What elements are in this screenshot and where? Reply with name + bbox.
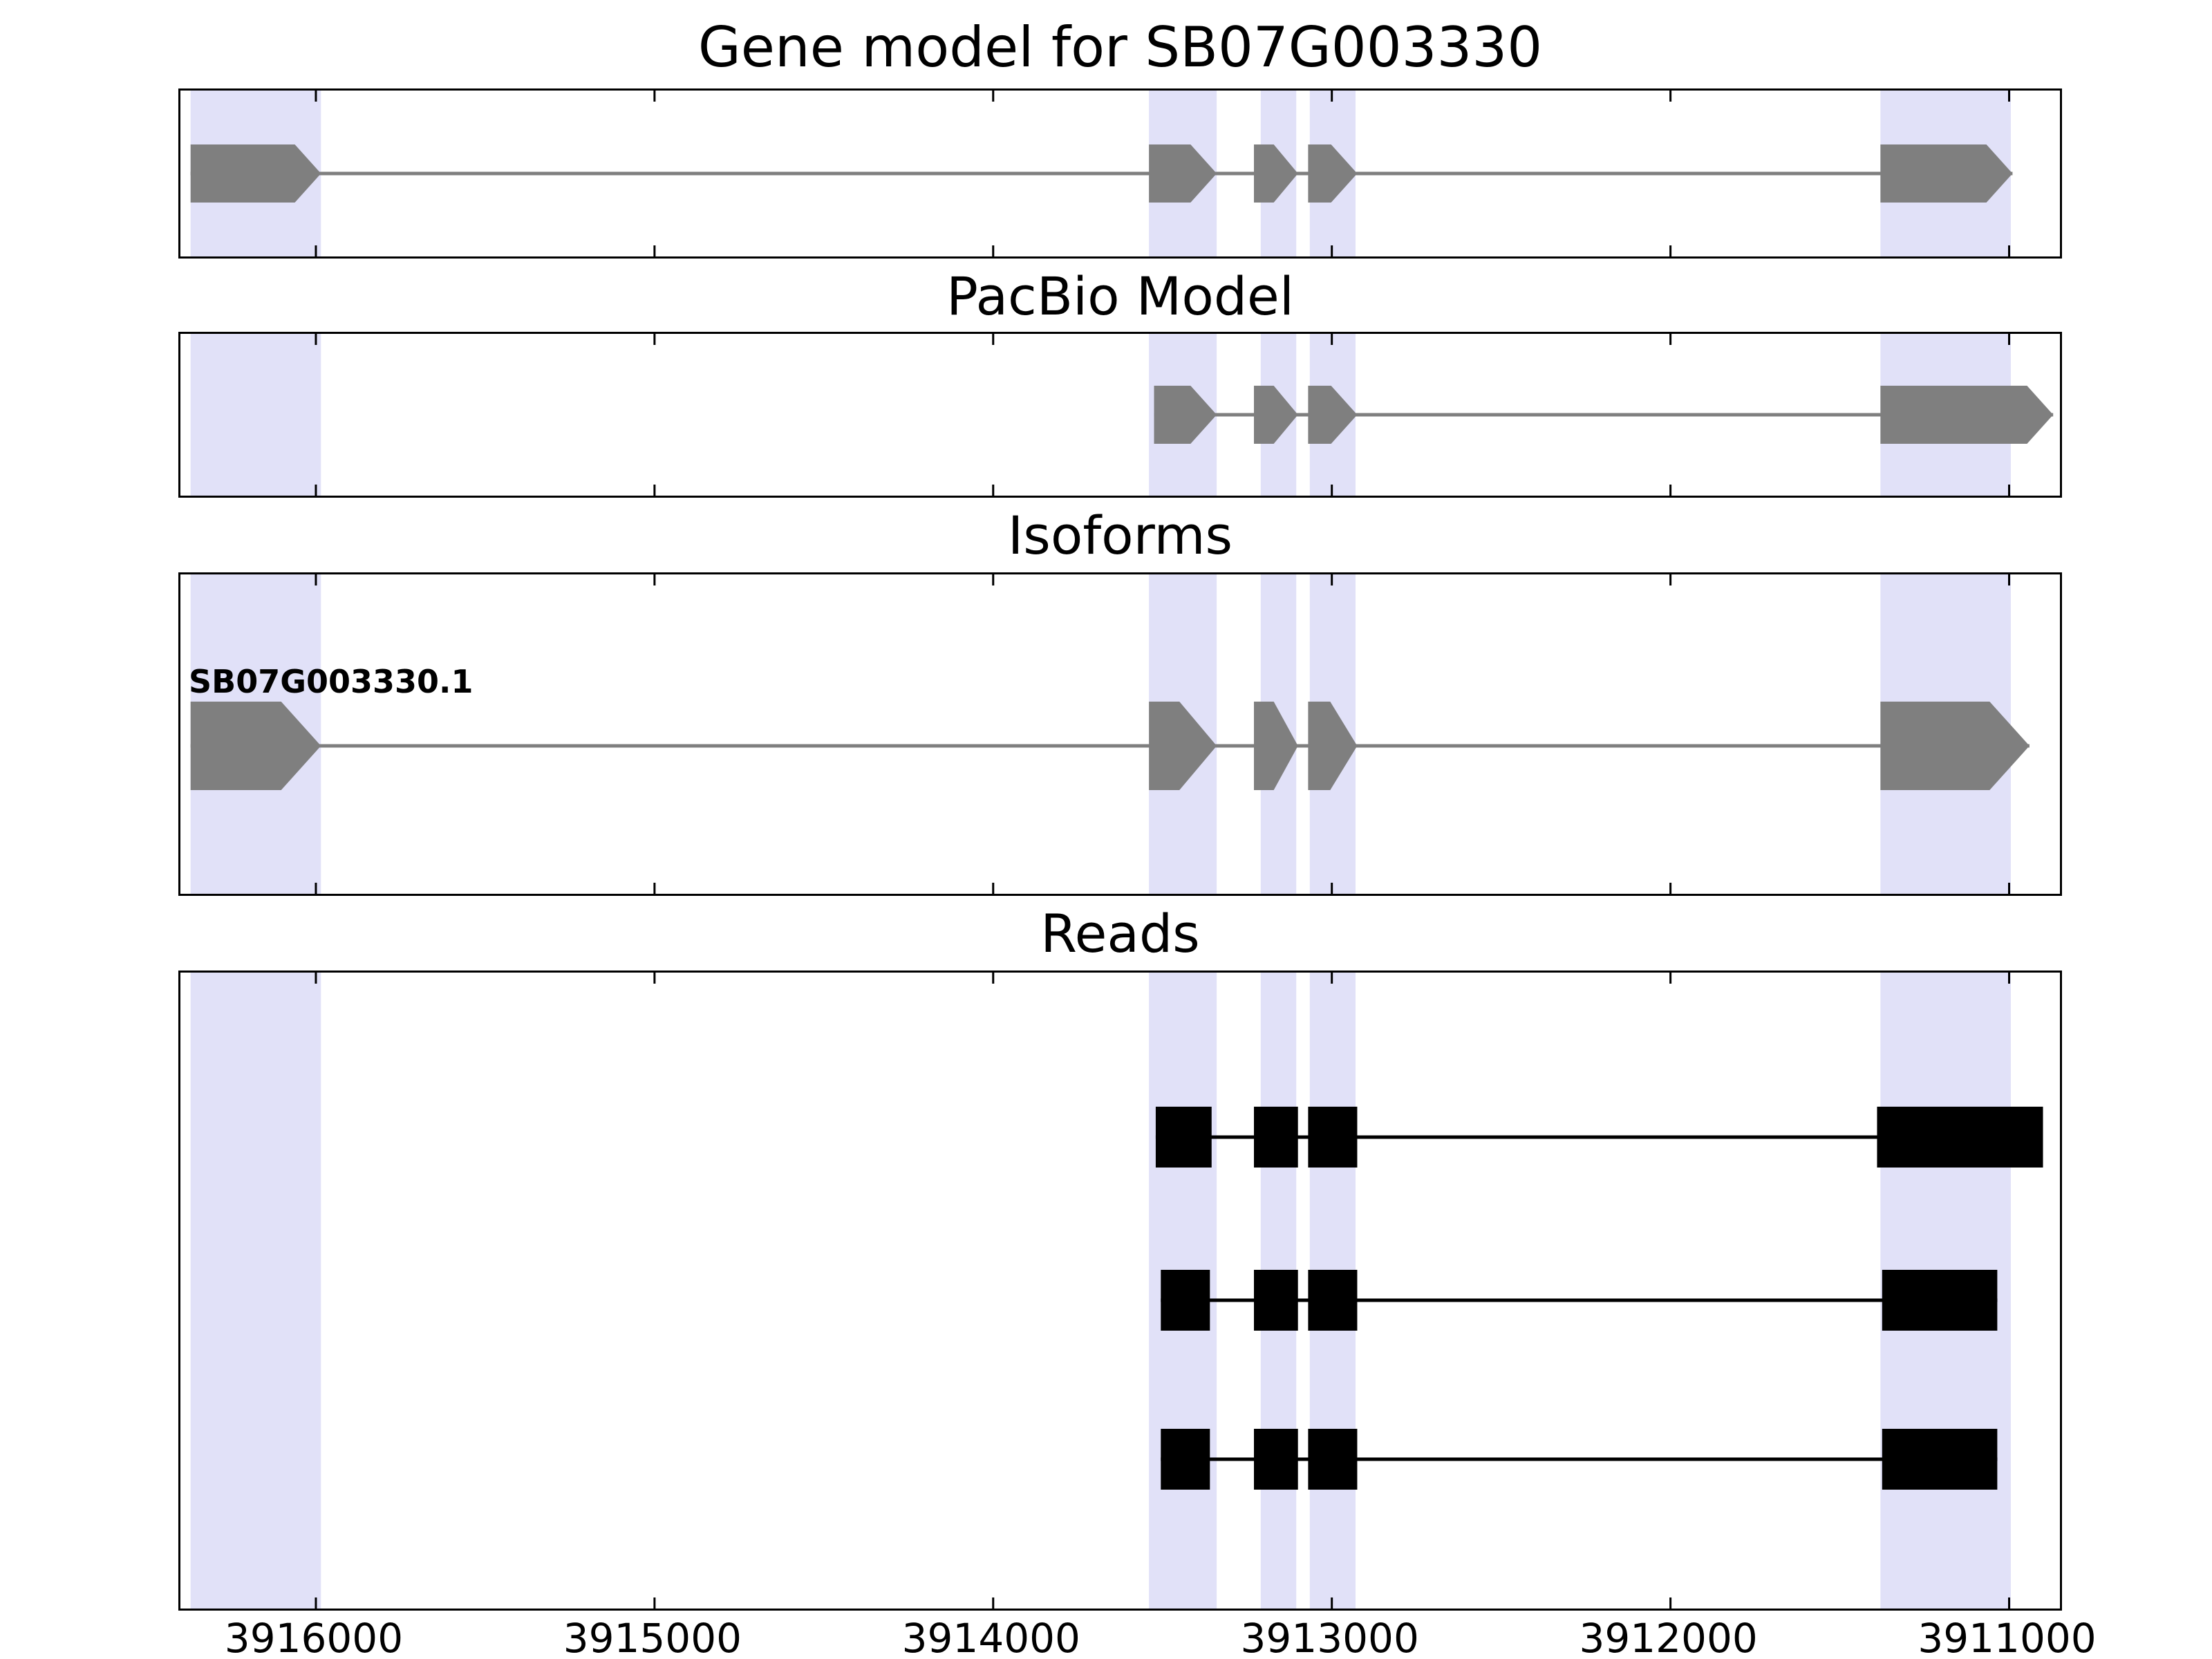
exon-arrow xyxy=(1154,386,1217,444)
gene-model-panel xyxy=(178,88,2062,259)
read-block xyxy=(1308,1429,1358,1490)
read-block xyxy=(1254,1107,1298,1168)
reads-plot xyxy=(190,973,2043,1609)
exon-arrow xyxy=(1254,386,1298,444)
isoform-label: SB07G003330.1 xyxy=(189,663,474,700)
exon-arrow xyxy=(190,144,321,203)
read-block xyxy=(1254,1270,1298,1331)
exon-arrow xyxy=(1308,144,1358,203)
isoforms-title: Isoforms xyxy=(1007,505,1233,566)
x-tick-label: 3913000 xyxy=(1240,1615,1419,1659)
exon-arrow xyxy=(1254,702,1298,790)
pacbio-panel xyxy=(178,332,2062,498)
exon-arrow xyxy=(1880,702,2030,790)
exon-arrow xyxy=(1308,386,1358,444)
read-block xyxy=(1308,1107,1358,1168)
gene-model-plot xyxy=(190,91,2013,256)
exon-highlight-band xyxy=(190,334,321,496)
x-tick-label: 3915000 xyxy=(563,1615,742,1659)
exon-arrow xyxy=(1149,702,1217,790)
pacbio-title: PacBio Model xyxy=(946,265,1294,327)
isoforms-plot xyxy=(190,574,2030,894)
pacbio-model-plot xyxy=(190,334,2054,496)
main-title: Gene model for SB07G003330 xyxy=(697,15,1543,79)
exon-highlight-band xyxy=(190,973,321,1609)
read-block xyxy=(1161,1270,1210,1331)
read-block xyxy=(1155,1107,1212,1168)
x-tick-label: 3916000 xyxy=(224,1615,404,1659)
read-block xyxy=(1882,1270,1998,1331)
read-block xyxy=(1877,1107,2043,1168)
read-block xyxy=(1308,1270,1358,1331)
isoforms-panel: SB07G003330.1 xyxy=(178,572,2062,896)
exon-arrow xyxy=(1149,144,1217,203)
exon-arrow xyxy=(1880,144,2013,203)
reads-title: Reads xyxy=(1040,903,1200,964)
reads-panel xyxy=(178,971,2062,1611)
x-tick-label: 3914000 xyxy=(901,1615,1080,1659)
exon-arrow xyxy=(190,702,321,790)
read-block xyxy=(1882,1429,1998,1490)
exon-arrow xyxy=(1880,386,2054,444)
x-axis-tick-labels: 3916000 3915000 3914000 3913000 3912000 39110… xyxy=(0,1615,2212,1659)
x-tick-label: 3911000 xyxy=(1918,1615,2097,1659)
exon-arrow xyxy=(1254,144,1298,203)
exon-arrow xyxy=(1308,702,1358,790)
read-block xyxy=(1161,1429,1210,1490)
x-tick-label: 3912000 xyxy=(1579,1615,1758,1659)
read-block xyxy=(1254,1429,1298,1490)
